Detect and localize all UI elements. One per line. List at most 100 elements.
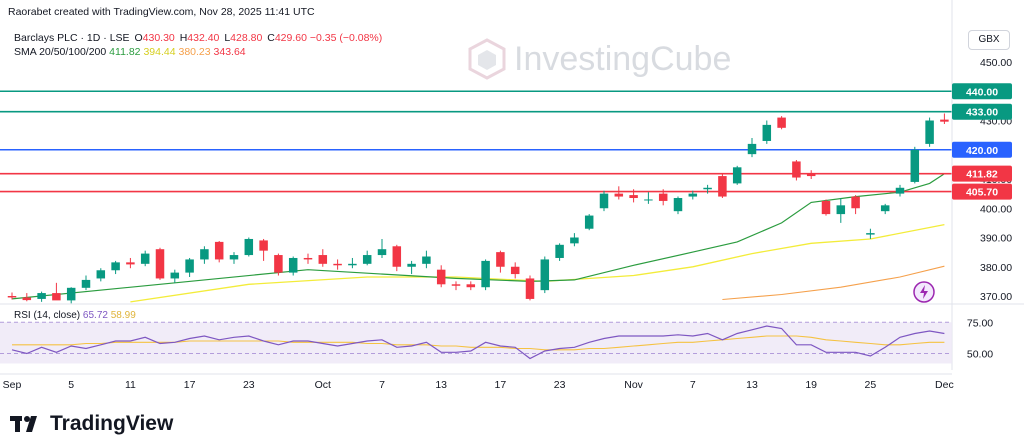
level-label-bg: [952, 165, 1012, 182]
x-tick-label: 11: [125, 379, 136, 391]
y-tick-label: 450.00: [980, 57, 1012, 69]
candle-body: [259, 240, 268, 251]
candle-body: [52, 293, 61, 301]
close-label: C: [267, 32, 275, 44]
y-tick-label: 380.00: [980, 262, 1012, 274]
candle-body: [732, 167, 742, 184]
candle-body: [599, 193, 609, 209]
candle-body: [288, 257, 298, 273]
x-tick-label: 13: [746, 379, 758, 391]
low-label: L: [224, 32, 231, 44]
change-value: −0.35 (−0.08%): [309, 32, 383, 44]
candle-body: [851, 196, 860, 209]
candle-body: [821, 200, 831, 215]
x-tick-label: 17: [184, 379, 196, 391]
level-label: 440.00: [966, 86, 998, 98]
level-label: 411.82: [966, 169, 998, 181]
candle-body: [303, 257, 313, 260]
level-label-bg: [952, 83, 1012, 100]
chart-legend: Barclays PLC · 1D · LSE O430.30 H432.40 …: [14, 31, 382, 59]
candle-body: [229, 255, 239, 260]
x-tick-label: Sep: [3, 379, 22, 391]
candle-body: [155, 249, 165, 279]
sma200-value: 343.64: [213, 46, 246, 58]
x-tick-label: 7: [690, 379, 696, 391]
candle-body: [658, 193, 668, 201]
level-label: 420.00: [966, 145, 998, 157]
level-label: 433.00: [966, 107, 998, 119]
rsi-tick-label: 50.00: [967, 349, 993, 361]
rsi-pane: 50.00 75.00: [0, 303, 1024, 364]
candle-body: [644, 199, 653, 201]
chart-header: Raorabet created with TradingView.com, N…: [8, 6, 315, 18]
tradingview-brand: TradingView: [10, 412, 173, 436]
candle-body: [7, 296, 17, 298]
currency-button[interactable]: GBX: [968, 30, 1010, 50]
candle-body: [407, 263, 416, 267]
x-tick-label: Oct: [315, 379, 331, 391]
x-tick-label: 7: [379, 379, 385, 391]
candle-body: [910, 149, 920, 182]
candle-body: [555, 244, 564, 258]
x-tick-label: Nov: [624, 379, 643, 391]
level-label-bg: [952, 141, 1012, 158]
chart-settings-icon[interactable]: [912, 280, 936, 304]
y-tick-label: 390.00: [980, 233, 1012, 245]
candle-body: [673, 198, 683, 212]
x-tick-label: Dec: [935, 379, 954, 391]
high-value: 432.40: [187, 32, 220, 44]
sma20-value: 411.82: [109, 46, 141, 58]
candle-body: [747, 143, 757, 155]
candle-body: [466, 284, 476, 288]
candles: [7, 113, 949, 304]
candle-body: [525, 278, 535, 299]
candle-body: [318, 255, 328, 264]
level-labels: 440.00 433.00 420.00 411.82 405.70: [952, 83, 1012, 200]
x-tick-label: 19: [805, 379, 817, 391]
candle-body: [836, 205, 846, 215]
rsi-tick-label: 75.00: [967, 317, 993, 329]
candle-body: [451, 284, 461, 286]
rsi-line: [11, 325, 945, 360]
candle-body: [718, 176, 727, 197]
cube-logo-icon: [468, 38, 506, 80]
sma20-line: [11, 173, 945, 300]
sma100-value: 380.23: [178, 46, 211, 58]
rsi-ma-value: 58.99: [110, 310, 136, 321]
x-tick-label: 13: [435, 379, 447, 391]
y-tick-label: 400.00: [980, 203, 1012, 215]
candle-body: [436, 269, 446, 285]
candle-body: [214, 241, 224, 260]
candle-body: [762, 124, 772, 141]
candle-body: [96, 270, 106, 279]
candle-body: [629, 195, 638, 199]
time-axis[interactable]: Sep 5 11 17 23 Oct 7 13 17 23 Nov 7 13 19 25 Dec: [0, 373, 954, 391]
candle-body: [22, 297, 32, 301]
moving-averages: [11, 173, 945, 303]
candle-body: [37, 293, 46, 299]
candle-body: [66, 287, 76, 301]
investingcube-watermark: InvestingCube: [468, 38, 731, 80]
candle-body: [274, 255, 283, 273]
candle-body: [703, 187, 712, 190]
candle-body: [362, 255, 372, 264]
symbol-label: Barclays PLC · 1D · LSE: [14, 32, 130, 44]
candle-body: [244, 238, 254, 256]
watermark-text: InvestingCube: [514, 39, 732, 78]
candle-body: [688, 193, 698, 197]
tradingview-logo-icon: [10, 416, 37, 432]
candle-body: [510, 266, 520, 275]
candle-body: [111, 262, 120, 271]
rsi-value: 65.72: [82, 310, 108, 321]
open-value: 430.30: [142, 32, 175, 44]
horizontal-levels[interactable]: [0, 90, 952, 193]
candle-body: [792, 161, 801, 178]
x-tick-label: 23: [243, 379, 255, 391]
rsi-band: [0, 322, 952, 364]
candle-body: [377, 249, 387, 256]
level-label-bg: [952, 103, 1012, 120]
x-tick-label: 25: [865, 379, 877, 391]
low-value: 428.80: [230, 32, 263, 44]
sma50-value: 394.44: [143, 46, 176, 58]
